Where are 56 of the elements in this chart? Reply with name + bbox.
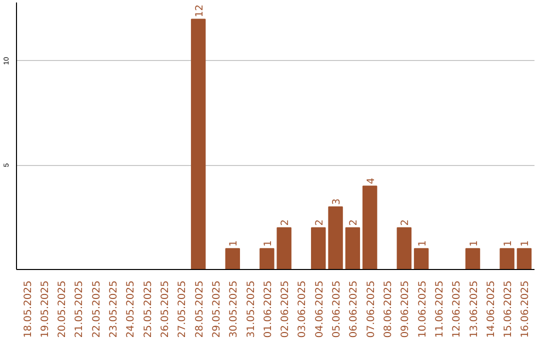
bar xyxy=(465,248,480,270)
x-tick-label: 18.05.2025 xyxy=(22,280,34,338)
bar xyxy=(311,227,326,270)
bar xyxy=(516,248,532,270)
x-tick-label: 30.05.2025 xyxy=(228,280,240,338)
x-tick-label: 07.06.2025 xyxy=(366,280,377,338)
bar xyxy=(500,248,514,270)
data-label: 1 xyxy=(520,240,532,247)
x-tick-label: 25.05.2025 xyxy=(142,280,154,338)
bar xyxy=(345,227,360,270)
x-tick-label: 11.06.2025 xyxy=(434,280,446,338)
x-tick-label: 02.06.2025 xyxy=(280,280,292,338)
data-label: 2 xyxy=(400,219,412,226)
data-label: 1 xyxy=(417,240,428,247)
x-tick-label: 05.06.2025 xyxy=(332,280,343,338)
x-tick-label: 06.06.2025 xyxy=(348,280,360,338)
x-tick-label: 15.06.2025 xyxy=(503,280,514,338)
x-tick-label: 03.06.2025 xyxy=(297,280,308,338)
bar xyxy=(276,227,292,270)
x-tick-label: 21.05.2025 xyxy=(74,280,86,338)
data-label: 2 xyxy=(280,219,292,226)
bar xyxy=(190,18,206,270)
data-label: 4 xyxy=(366,178,377,184)
bar xyxy=(328,206,343,270)
x-tick-label: 14.06.2025 xyxy=(486,280,497,338)
x-tick-label: 12.06.2025 xyxy=(452,280,463,338)
x-tick-label: 22.05.2025 xyxy=(91,280,102,338)
x-tick-label: 28.05.2025 xyxy=(194,280,206,338)
data-label: 1 xyxy=(503,240,514,247)
data-label: 3 xyxy=(332,198,343,205)
x-tick-label: 09.06.2025 xyxy=(400,280,412,338)
data-label: 2 xyxy=(348,219,360,226)
x-tick-label: 01.06.2025 xyxy=(262,280,274,338)
x-tick-label: 24.05.2025 xyxy=(126,280,137,338)
x-tick-label: 10.06.2025 xyxy=(417,280,428,338)
bar xyxy=(260,248,274,270)
bar xyxy=(414,248,429,270)
x-tick-label: 31.05.2025 xyxy=(246,280,257,338)
data-label: 2 xyxy=(314,219,326,226)
data-label: 12 xyxy=(194,4,206,18)
x-tick-label: 27.05.2025 xyxy=(177,280,188,338)
x-tick-label: 29.05.2025 xyxy=(211,280,222,338)
x-tick-label: 16.06.2025 xyxy=(520,280,532,338)
x-tick-label: 20.05.2025 xyxy=(57,280,68,338)
data-label: 1 xyxy=(468,240,480,247)
bar xyxy=(396,227,412,270)
x-tick-label: 19.05.2025 xyxy=(40,280,51,338)
bar xyxy=(362,186,378,270)
data-label: 1 xyxy=(262,240,274,247)
x-tick-label: 26.05.2025 xyxy=(160,280,172,338)
x-tick-label: 04.06.2025 xyxy=(314,280,326,338)
data-label: 1 xyxy=(228,240,240,247)
bar xyxy=(225,248,240,270)
x-tick-label: 08.06.2025 xyxy=(382,280,394,338)
x-tick-label: 23.05.2025 xyxy=(108,280,120,338)
x-tick-label: 13.06.2025 xyxy=(468,280,480,338)
